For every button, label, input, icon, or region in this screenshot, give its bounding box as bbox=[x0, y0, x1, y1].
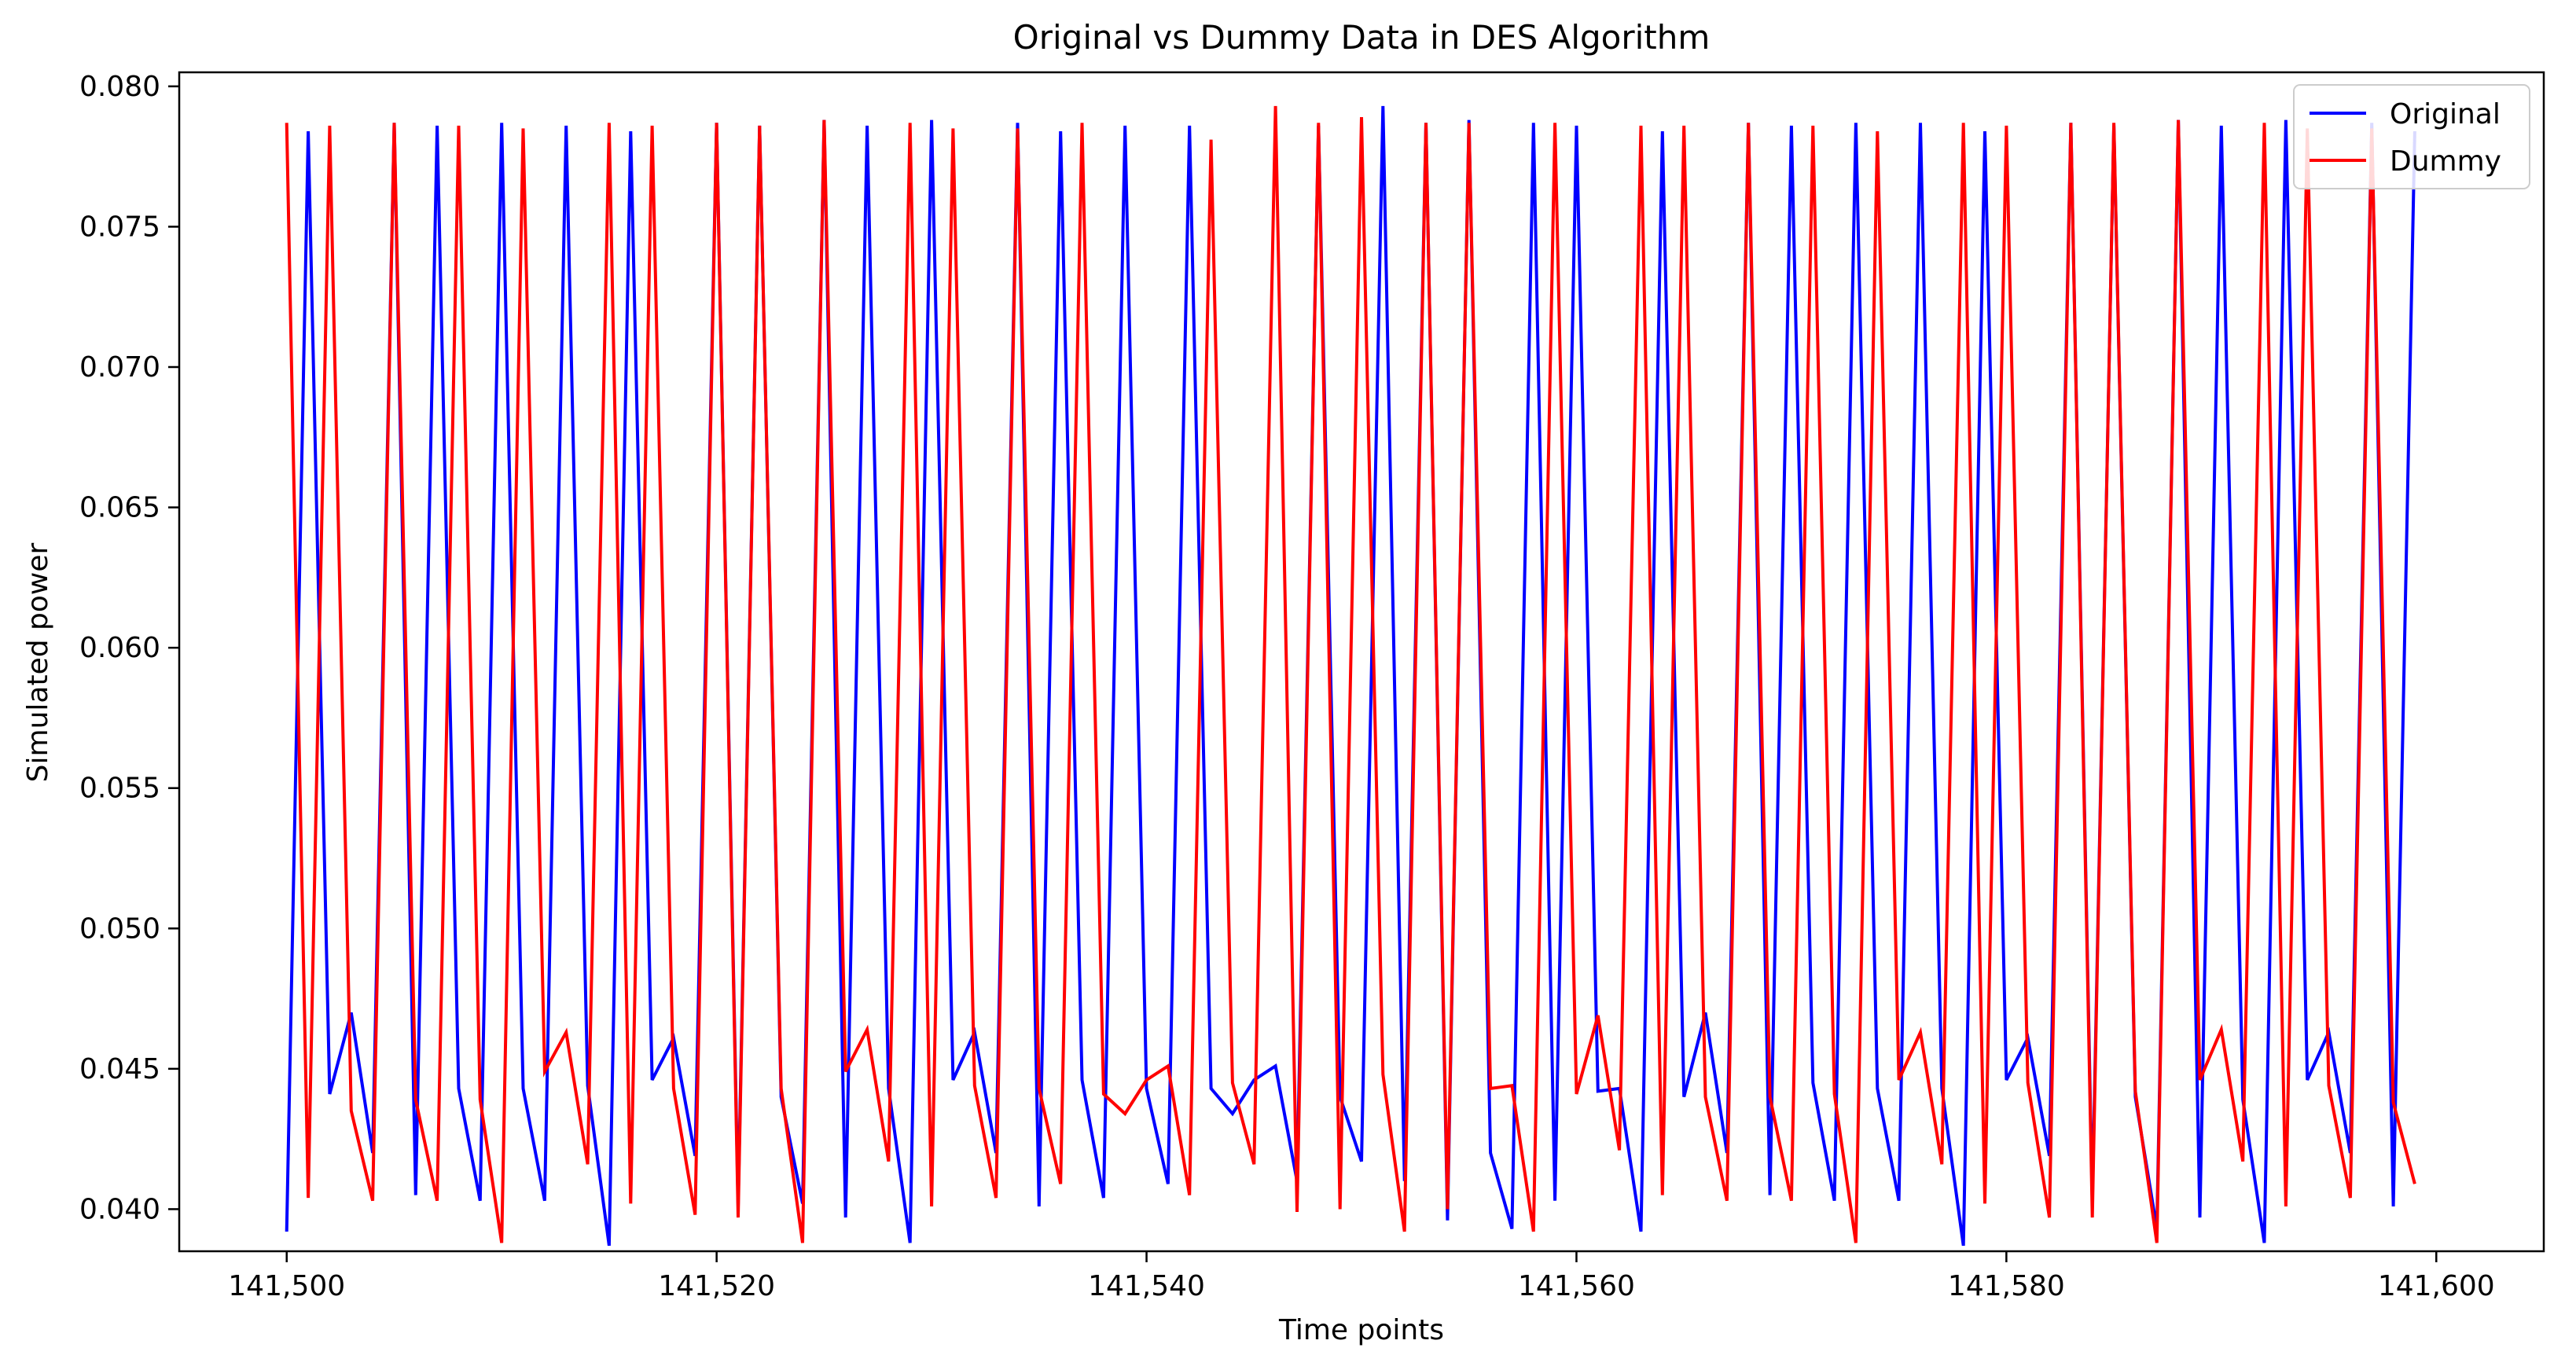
y-tick-label: 0.075 bbox=[79, 211, 160, 243]
chart-title: Original vs Dummy Data in DES Algorithm bbox=[1013, 18, 1711, 57]
y-axis-label: Simulated power bbox=[22, 542, 54, 782]
y-tick-label: 0.040 bbox=[79, 1193, 160, 1225]
y-tick-label: 0.060 bbox=[79, 632, 160, 664]
plot-area: 141,500 141,520 141,540 141,560 141,580 141,6… bbox=[79, 71, 2545, 1302]
legend-label-dummy: Dummy bbox=[2390, 145, 2501, 178]
y-tick-label: 0.055 bbox=[79, 773, 160, 805]
y-tick-label: 0.065 bbox=[79, 492, 160, 524]
x-axis-label: Time points bbox=[1278, 1314, 1444, 1346]
legend-label-original: Original bbox=[2390, 98, 2501, 130]
axes-frame bbox=[178, 71, 2545, 1253]
x-tick-label: 141,580 bbox=[1948, 1270, 2065, 1302]
y-tick-label: 0.045 bbox=[79, 1053, 160, 1085]
series-line-dummy bbox=[285, 105, 2416, 1243]
y-tick-label: 0.050 bbox=[79, 913, 160, 945]
x-tick-label: 141,540 bbox=[1088, 1270, 1205, 1302]
x-tick-label: 141,520 bbox=[658, 1270, 775, 1302]
y-tick-label: 0.080 bbox=[79, 71, 160, 103]
x-tick-label: 141,500 bbox=[228, 1270, 345, 1302]
y-tick-label: 0.070 bbox=[79, 351, 160, 384]
x-tick-label: 141,560 bbox=[1518, 1270, 1635, 1302]
legend: Original Dummy bbox=[2293, 84, 2530, 189]
x-tick-label: 141,600 bbox=[2378, 1270, 2495, 1302]
legend-box bbox=[2293, 84, 2530, 189]
